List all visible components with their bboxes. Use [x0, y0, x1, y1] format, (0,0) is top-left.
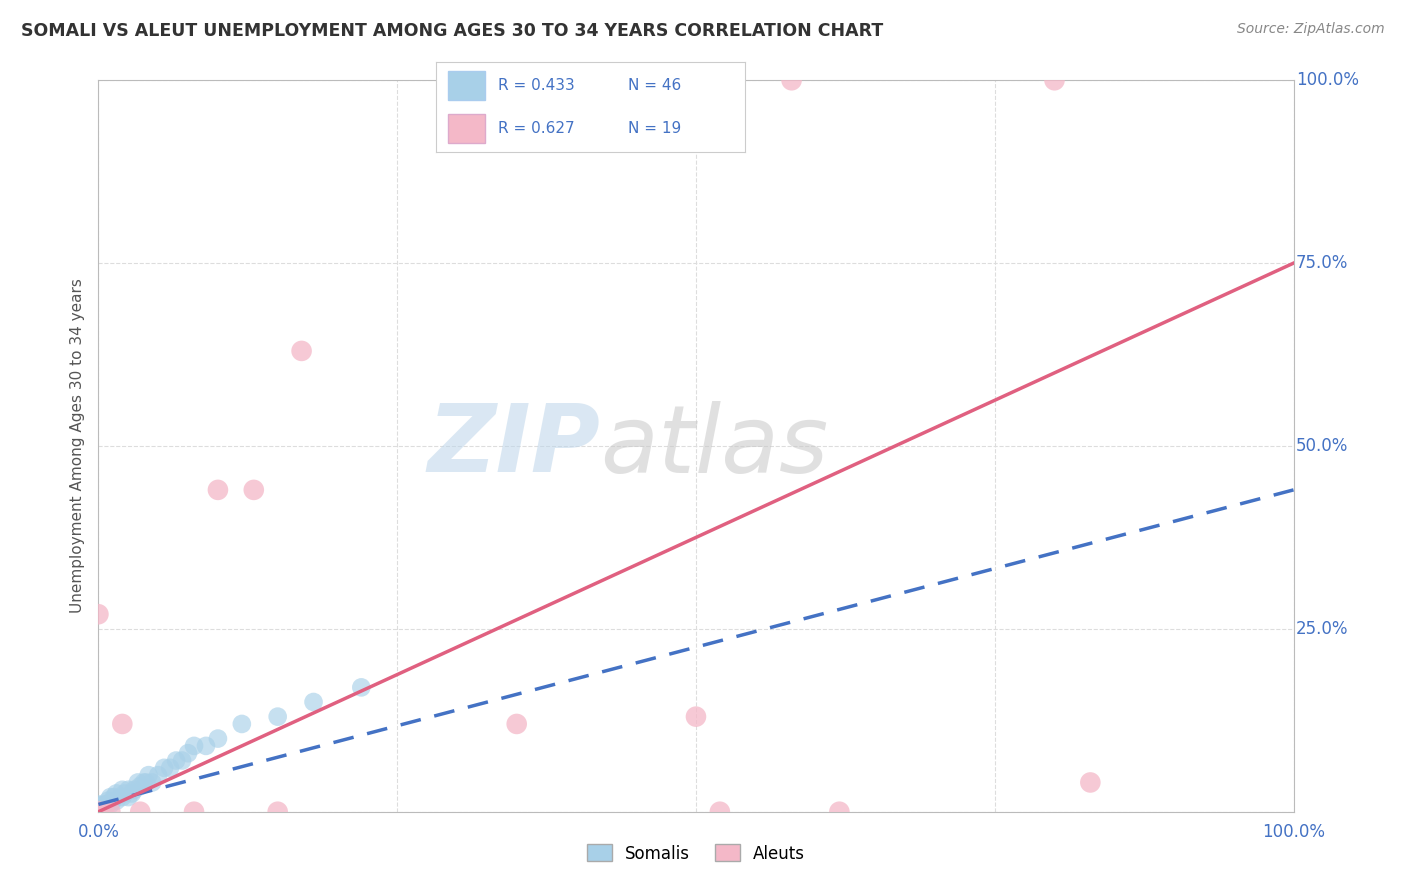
Text: 100.0%: 100.0%: [1296, 71, 1360, 89]
Point: [111, 790, 134, 805]
Point: [267, 805, 290, 819]
Point: [111, 717, 134, 731]
Point: [117, 790, 139, 805]
Point: [129, 779, 152, 793]
Point: [148, 768, 170, 782]
Point: [685, 709, 707, 723]
Point: [87, 805, 110, 819]
Point: [93, 797, 115, 812]
Point: [1080, 775, 1102, 789]
Point: [183, 805, 205, 819]
Text: N = 46: N = 46: [627, 78, 681, 93]
Point: [165, 754, 187, 768]
Text: ZIP: ZIP: [427, 400, 600, 492]
Point: [105, 787, 128, 801]
Point: [183, 739, 205, 753]
Point: [98, 790, 122, 805]
Point: [111, 782, 134, 797]
Point: [93, 805, 115, 819]
Text: N = 19: N = 19: [627, 121, 681, 136]
Point: [117, 782, 139, 797]
Point: [87, 801, 110, 815]
Point: [141, 775, 163, 789]
Point: [135, 775, 157, 789]
Point: [350, 681, 373, 695]
Point: [87, 805, 110, 819]
Point: [87, 799, 110, 814]
Point: [121, 787, 143, 801]
Point: [1043, 73, 1066, 87]
Point: [132, 775, 155, 789]
Legend: Somalis, Aleuts: Somalis, Aleuts: [579, 838, 813, 869]
Point: [243, 483, 266, 497]
Point: [87, 805, 110, 819]
Point: [828, 805, 851, 819]
Point: [98, 797, 122, 812]
Y-axis label: Unemployment Among Ages 30 to 34 years: Unemployment Among Ages 30 to 34 years: [69, 278, 84, 614]
Point: [98, 805, 122, 819]
Point: [506, 717, 529, 731]
Point: [114, 787, 136, 801]
Point: [153, 761, 176, 775]
Point: [87, 805, 110, 819]
Point: [231, 717, 253, 731]
Point: [87, 797, 110, 812]
Text: Source: ZipAtlas.com: Source: ZipAtlas.com: [1237, 22, 1385, 37]
Point: [177, 746, 200, 760]
Point: [267, 709, 290, 723]
Point: [97, 794, 120, 808]
Text: 25.0%: 25.0%: [1296, 620, 1348, 638]
Point: [87, 805, 110, 819]
Text: 75.0%: 75.0%: [1296, 254, 1348, 272]
Point: [194, 739, 217, 753]
Point: [159, 761, 181, 775]
Point: [709, 805, 731, 819]
Bar: [449, 71, 485, 100]
Point: [290, 343, 312, 358]
Point: [87, 607, 110, 622]
Point: [780, 73, 803, 87]
Point: [207, 483, 229, 497]
Point: [87, 805, 110, 819]
Point: [87, 798, 110, 813]
Point: [172, 754, 194, 768]
Text: atlas: atlas: [600, 401, 828, 491]
Text: SOMALI VS ALEUT UNEMPLOYMENT AMONG AGES 30 TO 34 YEARS CORRELATION CHART: SOMALI VS ALEUT UNEMPLOYMENT AMONG AGES …: [21, 22, 883, 40]
Text: R = 0.627: R = 0.627: [498, 121, 574, 136]
Point: [302, 695, 325, 709]
Point: [87, 801, 110, 815]
Point: [129, 805, 152, 819]
Point: [105, 794, 128, 808]
Point: [93, 801, 115, 815]
Point: [127, 775, 149, 789]
Point: [124, 782, 146, 797]
Point: [87, 805, 110, 819]
Point: [207, 731, 229, 746]
Point: [138, 768, 160, 782]
Text: 50.0%: 50.0%: [1296, 437, 1348, 455]
Text: R = 0.433: R = 0.433: [498, 78, 575, 93]
Bar: [449, 114, 485, 143]
Point: [96, 797, 118, 812]
Text: 0.0%: 0.0%: [77, 822, 120, 840]
Text: 100.0%: 100.0%: [1263, 822, 1324, 840]
Point: [101, 794, 124, 808]
Point: [103, 790, 125, 805]
